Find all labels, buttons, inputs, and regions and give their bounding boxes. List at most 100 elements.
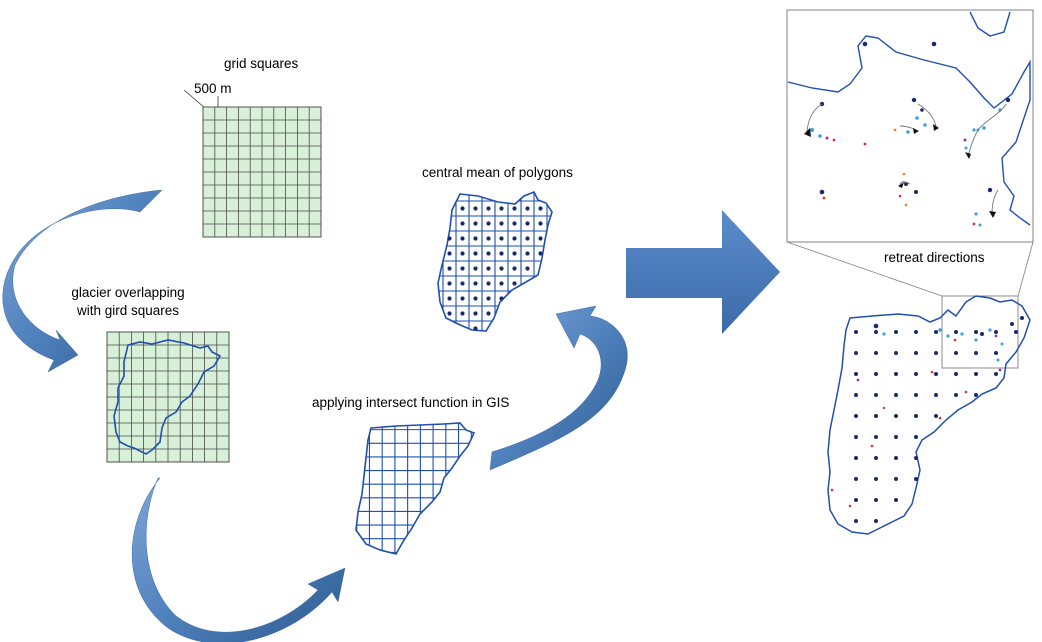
retreat-dot [972,222,976,226]
centroid-dot [460,206,465,211]
result-retreat-dot [1010,322,1014,326]
grid-squares-tile [202,106,322,238]
centroid-dot [486,266,491,271]
result-centroid-dot [894,372,898,376]
retreat-directions-label: retreat directions [884,250,985,265]
centroid-dot [447,281,452,286]
result-centroid-dot [914,435,918,439]
centroid-dot [538,236,543,241]
result-centroid-dot [874,414,878,418]
centroid-dot [538,251,543,256]
retreat-dot [982,126,986,130]
retreat-dot [822,196,826,200]
result-centroid-dot [894,351,898,355]
result-centroid-dot [874,330,878,334]
result-retreat-dot [856,378,860,382]
result-retreat-dot [980,332,984,336]
result-retreat-dot [848,504,852,508]
result-retreat-dot [953,338,957,342]
centroid-dot [538,206,543,211]
result-centroid-dot [934,393,938,397]
result-centroid-dot [874,498,878,502]
result-centroid-dot [914,372,918,376]
centroid-dot [499,266,504,271]
centroid-dot [473,266,478,271]
result-centroid-dot [914,351,918,355]
centroid-dot [460,266,465,271]
result-retreat-dot [1000,342,1004,346]
result-centroid-dot [974,351,978,355]
centroid-dot [525,221,530,226]
result-retreat-dot [994,334,998,338]
right-arrow-icon [626,210,780,334]
intersect-label: applying intersect function in GIS [312,395,509,410]
result-centroid-dot [854,414,858,418]
result-centroid-dot [974,372,978,376]
result-centroid-dot [914,330,918,334]
result-centroid-dot [894,456,898,460]
centroid-dot [525,251,530,256]
result-centroid-dot [854,477,858,481]
centroid-dot [460,311,465,316]
retreat-dot [898,194,902,198]
result-retreat-dot [830,488,834,492]
centroid-dot [447,251,452,256]
result-centroid-dot [954,330,958,334]
centroid-dot [473,311,478,316]
centroid-dot [473,221,478,226]
retreat-dot [904,203,908,207]
retreat-dot [987,187,993,193]
retreat-dot [863,142,867,146]
result-centroid-dot [854,393,858,397]
result-centroid-dot [854,519,858,523]
zoom-box [941,295,1019,369]
centroid-dot [473,251,478,256]
result-centroid-dot [954,372,958,376]
centroid-dot [499,296,504,301]
inset-boundary-top [969,11,1011,37]
result-centroid-dot [854,435,858,439]
retreat-dot [825,136,829,140]
callout-line-right [1017,241,1034,297]
result-centroid-dot [874,372,878,376]
result-centroid-dot [914,456,918,460]
grid-squares-label: grid squares [224,56,299,71]
result-centroid-dot [874,477,878,481]
result-retreat-dot [960,332,964,336]
centroid-dot [512,251,517,256]
result-retreat-dot [974,338,978,342]
glacier-outline-overlap [113,339,222,455]
retreat-dot [974,212,978,216]
retreat-dot [978,223,982,227]
centroid-dot [460,251,465,256]
result-retreat-dot [882,332,886,336]
retreat-dot [931,41,937,47]
centroid-dot [499,281,504,286]
result-centroid-dot [1014,330,1018,334]
result-centroid-dot [994,351,998,355]
retreat-dot [902,172,906,176]
inset-glacier-boundary [787,35,1031,226]
centroid-dot [447,311,452,316]
centroid-dot [460,296,465,301]
centroid-dot [499,251,504,256]
result-centroid-dot [914,414,918,418]
result-retreat-dot [1020,316,1024,320]
result-centroid-dot [854,351,858,355]
centroid-dot [512,266,517,271]
result-centroid-dot [974,330,978,334]
retreat-dot [972,128,976,132]
result-centroid-dot [914,393,918,397]
result-centroid-dot [934,330,938,334]
centroid-dot [486,251,491,256]
central-mean-dots [447,206,543,331]
result-centroid-dot [854,372,858,376]
centroid-dot [460,221,465,226]
centroid-dot [473,236,478,241]
curved-arrow-icon [2,189,163,373]
retreat-dot [810,128,814,132]
centroid-dot [486,206,491,211]
result-centroid-dot [934,351,938,355]
result-centroid-dot [894,498,898,502]
